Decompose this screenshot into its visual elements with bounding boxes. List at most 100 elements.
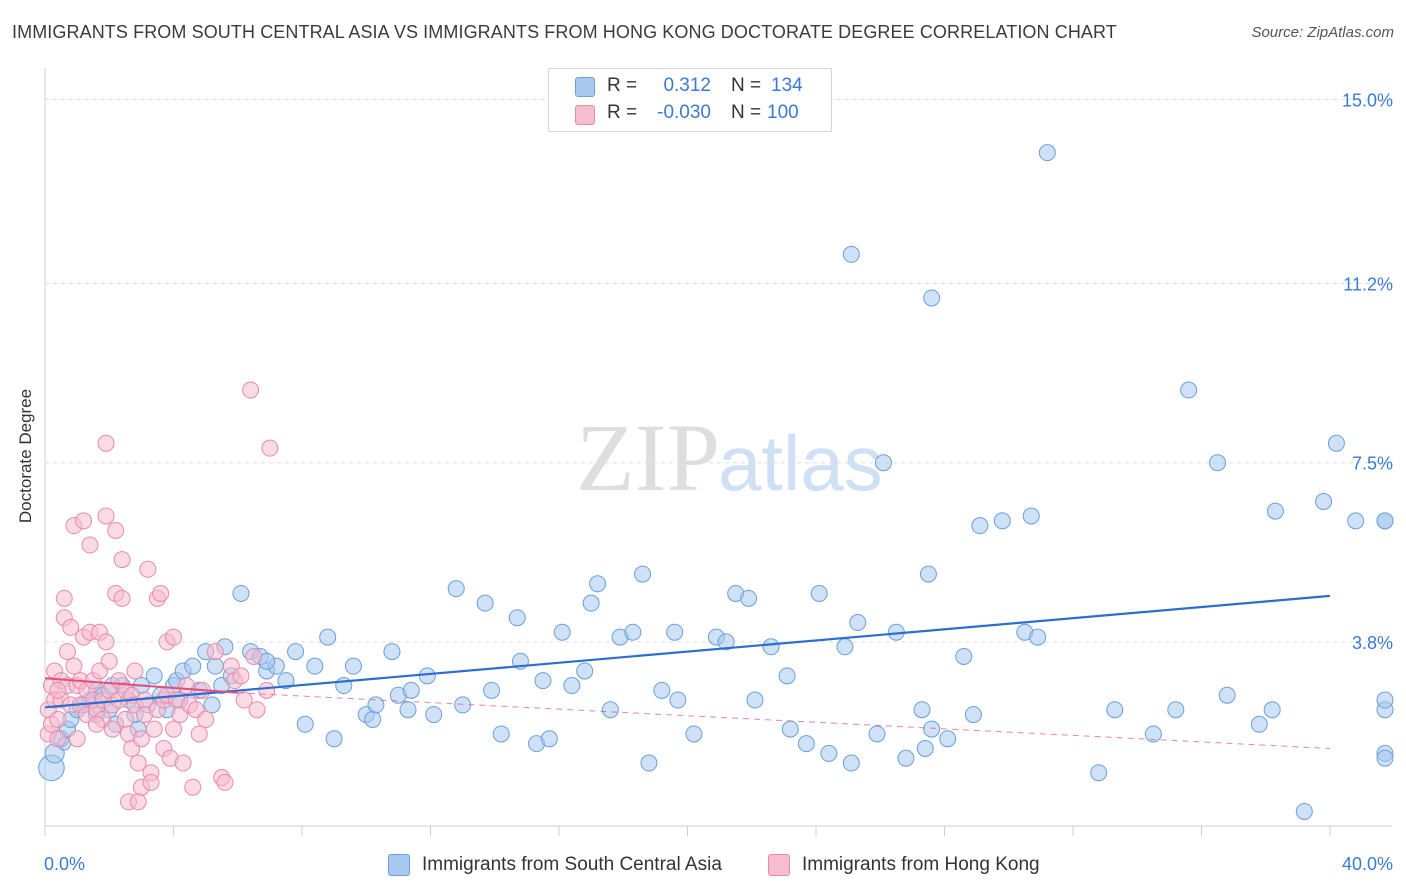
axes bbox=[44, 68, 1392, 836]
sca-point bbox=[1376, 512, 1394, 530]
sca-point bbox=[919, 565, 937, 583]
hk-point bbox=[58, 643, 76, 661]
sca-point bbox=[325, 730, 343, 748]
sca-point bbox=[206, 657, 224, 675]
sca-point bbox=[1327, 434, 1345, 452]
sca-point bbox=[955, 647, 973, 665]
sca-point bbox=[582, 594, 600, 612]
sca-point bbox=[740, 589, 758, 607]
legend-r-label-2: R = bbox=[607, 102, 638, 123]
sca-point bbox=[836, 638, 854, 656]
sca-point bbox=[685, 725, 703, 743]
hk-point bbox=[165, 720, 182, 738]
hk-point bbox=[55, 589, 73, 607]
hk-point bbox=[232, 667, 250, 685]
hk-point bbox=[62, 618, 80, 636]
sca-point bbox=[601, 701, 619, 719]
x-tick-label-1: 40.0% bbox=[1342, 854, 1393, 874]
hk-point bbox=[145, 720, 163, 738]
sca-point bbox=[778, 667, 796, 685]
sca-point bbox=[364, 710, 382, 728]
hk-point bbox=[258, 681, 276, 699]
sca-point bbox=[1090, 764, 1108, 782]
sca-point bbox=[653, 681, 671, 699]
sca-point bbox=[913, 701, 931, 719]
sca-point bbox=[277, 672, 295, 690]
sca-point bbox=[589, 575, 607, 593]
sca-point bbox=[1209, 454, 1227, 472]
sca-point bbox=[1315, 492, 1333, 510]
hk-point bbox=[97, 633, 115, 651]
sca-point bbox=[842, 754, 860, 772]
sca-point bbox=[540, 730, 558, 748]
sca-point bbox=[923, 289, 941, 307]
x-tick-label-0: 0.0% bbox=[44, 854, 85, 874]
sca-point bbox=[1180, 381, 1198, 399]
trend-line-hong-kong bbox=[44, 677, 238, 694]
hk-point bbox=[190, 725, 208, 743]
hk-point bbox=[165, 628, 182, 646]
legend-n-value-1: 134 bbox=[771, 75, 803, 96]
legend-swatch-hong-kong bbox=[768, 854, 790, 876]
legend-r-value-1: 0.312 bbox=[663, 75, 711, 96]
hk-point bbox=[142, 773, 160, 791]
sca-point bbox=[454, 696, 472, 714]
sca-point bbox=[624, 623, 642, 641]
hk-point bbox=[242, 381, 260, 399]
sca-point bbox=[1347, 512, 1365, 530]
tick-labels: 3.8% 7.5% 11.2% 15.0% 0.0% 40.0% bbox=[44, 90, 1393, 874]
sca-point bbox=[576, 662, 594, 680]
hk-point bbox=[97, 507, 115, 525]
sca-point bbox=[476, 594, 494, 612]
legend-swatch-south-central-asia bbox=[388, 854, 410, 876]
y-tick-label-2: 11.2% bbox=[1343, 274, 1393, 294]
sca-point bbox=[842, 245, 860, 263]
sca-point bbox=[1250, 715, 1268, 733]
sca-point bbox=[820, 744, 838, 762]
sca-point bbox=[563, 677, 581, 695]
hk-point bbox=[235, 691, 253, 709]
hk-point bbox=[100, 652, 118, 670]
sca-point bbox=[1376, 749, 1394, 767]
legend-item-south-central-asia[interactable]: Immigrants from South Central Asia bbox=[388, 852, 722, 878]
sca-point bbox=[874, 454, 892, 472]
hk-point bbox=[206, 643, 224, 661]
sca-point bbox=[849, 614, 867, 632]
sca-point bbox=[1144, 725, 1162, 743]
hk-point bbox=[103, 720, 121, 738]
watermark-zip: ZIP bbox=[576, 404, 720, 511]
hk-point bbox=[248, 701, 266, 719]
sca-point bbox=[717, 633, 735, 651]
hk-point bbox=[81, 536, 99, 554]
sca-point bbox=[897, 749, 915, 767]
sca-point bbox=[781, 720, 799, 738]
hk-point bbox=[184, 778, 202, 796]
trend-lines bbox=[44, 594, 1331, 749]
hk-point bbox=[129, 793, 147, 811]
sca-point bbox=[923, 720, 941, 738]
sca-point bbox=[344, 657, 362, 675]
sca-point bbox=[399, 701, 417, 719]
sca-point bbox=[553, 623, 571, 641]
legend-item-hong-kong[interactable]: Immigrants from Hong Kong bbox=[768, 852, 1040, 878]
legend-n-value-2: 100 bbox=[767, 102, 799, 123]
sca-point bbox=[797, 735, 815, 753]
sca-point bbox=[762, 638, 780, 656]
hk-point bbox=[139, 560, 157, 578]
hk-point bbox=[126, 662, 144, 680]
hk-point bbox=[261, 439, 279, 457]
hk-point bbox=[113, 589, 131, 607]
hk-point bbox=[107, 522, 125, 540]
legend-swatch-pink bbox=[575, 105, 595, 125]
sca-point bbox=[634, 565, 652, 583]
sca-point bbox=[367, 696, 385, 714]
sca-point bbox=[746, 691, 764, 709]
sca-point bbox=[669, 691, 687, 709]
sca-point bbox=[964, 706, 982, 724]
hk-point bbox=[49, 681, 67, 699]
y-tick-label-0: 3.8% bbox=[1352, 633, 1393, 653]
sca-point bbox=[1295, 802, 1313, 820]
sca-point bbox=[640, 754, 658, 772]
sca-point bbox=[425, 706, 443, 724]
